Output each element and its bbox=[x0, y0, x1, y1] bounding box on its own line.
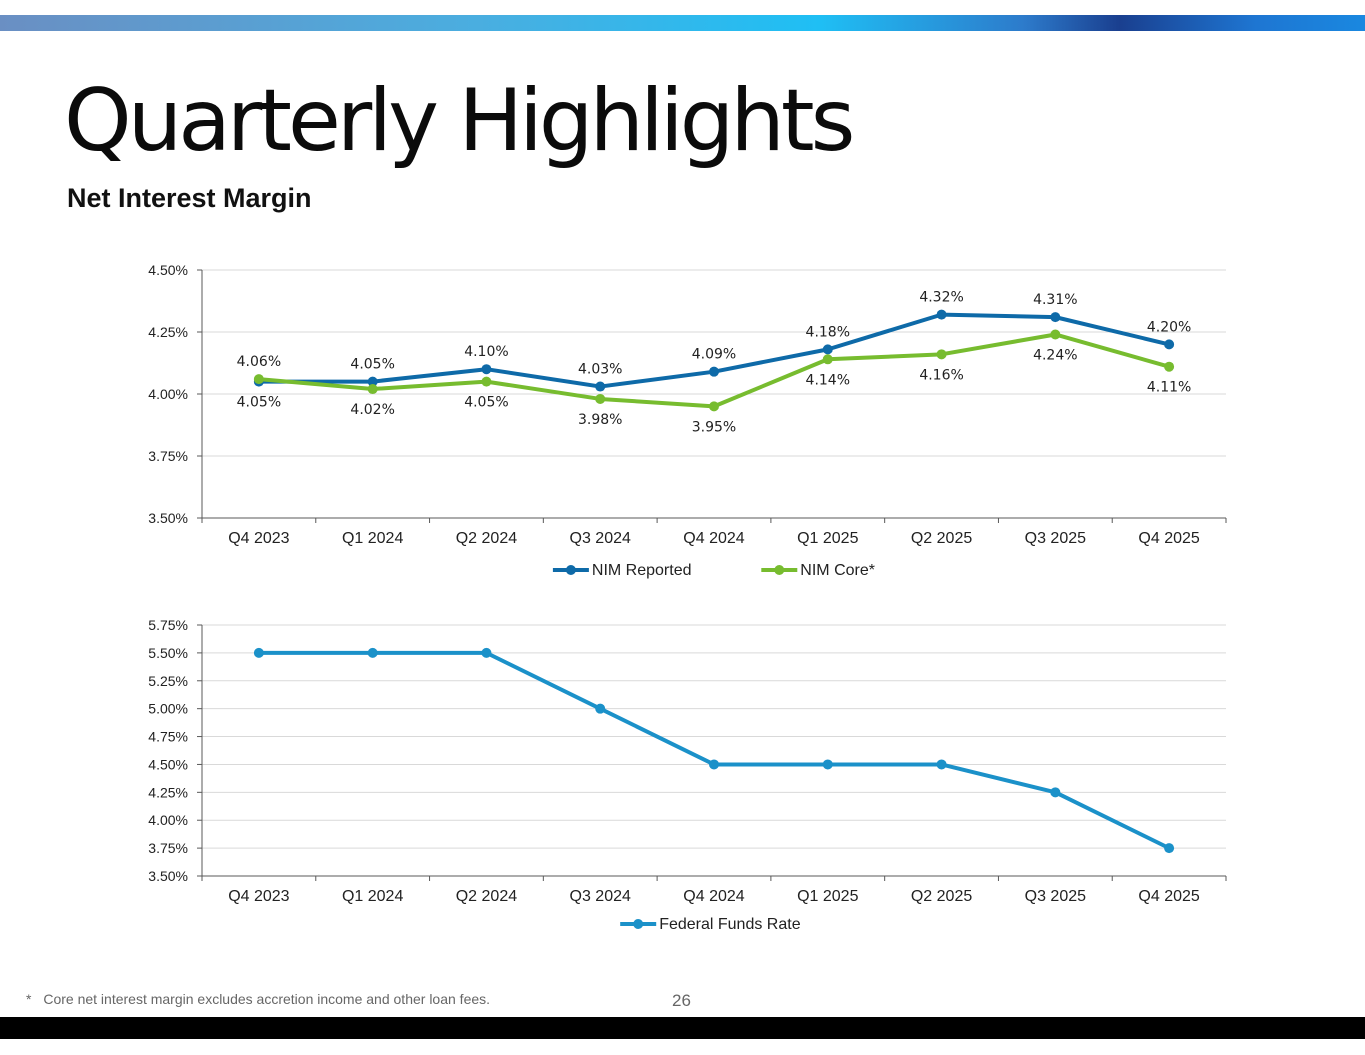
x-tick-label: Q4 2023 bbox=[228, 530, 289, 547]
federal-funds-rate-point bbox=[253, 647, 264, 658]
nim-core-point bbox=[709, 401, 719, 412]
y-tick-label: 5.00% bbox=[148, 701, 188, 717]
nim-reported-data-label: 4.20% bbox=[1147, 319, 1191, 335]
footnote-text: Core net interest margin excludes accret… bbox=[43, 991, 491, 1007]
bottom-black-bar bbox=[0, 1017, 1365, 1039]
nim-reported-data-label: 4.03% bbox=[578, 362, 622, 378]
nim-core-data-label: 4.05% bbox=[464, 395, 508, 411]
fed-funds-chart: 3.50% 3.75% 4.00% 4.25% 4.50% 4.75% 5.00% 5.25%… bbox=[148, 617, 1227, 933]
nim-core-point bbox=[367, 384, 378, 395]
x-tick-label: Q1 2025 bbox=[797, 530, 858, 547]
nim-reported-data-label: 4.05% bbox=[350, 357, 394, 373]
nim-core-data-label: 4.14% bbox=[806, 372, 850, 388]
x-tick-label: Q3 2025 bbox=[1025, 530, 1086, 547]
nim-reported-point bbox=[822, 344, 833, 355]
x-tick-label: Q3 2025 bbox=[1025, 888, 1086, 905]
top-gradient-bar bbox=[0, 15, 1365, 31]
federal-funds-rate-legend-label: Federal Funds Rate bbox=[659, 916, 801, 933]
nim-core-data-label: 3.98% bbox=[578, 412, 622, 428]
federal-funds-rate-point bbox=[595, 703, 606, 714]
x-tick-label: Q2 2024 bbox=[456, 530, 517, 547]
nim-reported-data-label: 4.05% bbox=[237, 395, 281, 411]
y-tick-label: 3.75% bbox=[148, 448, 188, 464]
y-tick-label: 4.75% bbox=[148, 729, 188, 745]
page-subtitle: Net Interest Margin bbox=[67, 183, 312, 213]
y-tick-label: 3.50% bbox=[148, 868, 188, 884]
nim-chart: 3.50% 3.75% 4.00% 4.25% 4.50% Q4 2023 Q1 2024 Q… bbox=[148, 262, 1227, 579]
y-tick-label: 4.25% bbox=[148, 324, 188, 340]
y-tick-label: 3.50% bbox=[148, 510, 188, 526]
nim-reported-point bbox=[709, 366, 719, 377]
nim-core-legend-marker bbox=[774, 565, 785, 575]
federal-funds-rate-point bbox=[481, 647, 492, 658]
federal-funds-rate-point bbox=[822, 759, 833, 770]
nim-core-point bbox=[1164, 361, 1175, 372]
footnote-marker: * bbox=[26, 991, 32, 1007]
federal-funds-rate-point bbox=[367, 647, 378, 658]
y-tick-label: 3.75% bbox=[148, 840, 188, 856]
nim-reported-point bbox=[1164, 339, 1175, 350]
nim-reported-data-label: 4.31% bbox=[1033, 292, 1077, 308]
nim-reported-point bbox=[481, 364, 492, 375]
y-tick-label: 5.50% bbox=[148, 645, 188, 661]
nim-core-data-label: 4.16% bbox=[919, 367, 963, 383]
federal-funds-rate-point bbox=[1050, 787, 1061, 798]
nim-core-point bbox=[936, 349, 947, 360]
page-number: 26 bbox=[672, 991, 691, 1010]
federal-funds-rate-point bbox=[1164, 843, 1175, 854]
nim-core-point bbox=[481, 376, 492, 387]
federal-funds-rate-line bbox=[258, 650, 1170, 850]
x-tick-label: Q1 2025 bbox=[797, 888, 858, 905]
nim-core-data-label: 3.95% bbox=[692, 419, 736, 435]
nim-core-legend-label: NIM Core* bbox=[800, 562, 875, 579]
x-tick-label: Q4 2023 bbox=[228, 888, 289, 905]
nim-reported-legend-label: NIM Reported bbox=[592, 562, 692, 579]
x-tick-label: Q2 2024 bbox=[456, 888, 517, 905]
x-tick-label: Q2 2025 bbox=[911, 530, 972, 547]
x-tick-label: Q2 2025 bbox=[911, 888, 972, 905]
federal-funds-rate-point bbox=[709, 759, 719, 770]
x-tick-label: Q4 2025 bbox=[1138, 530, 1199, 547]
x-tick-label: Q4 2025 bbox=[1138, 888, 1199, 905]
nim-core-point bbox=[253, 374, 264, 385]
nim-core-data-label: 4.24% bbox=[1033, 347, 1077, 363]
y-tick-label: 4.00% bbox=[148, 812, 188, 828]
nim-reported-point bbox=[1050, 312, 1061, 323]
nim-core-point bbox=[1050, 329, 1061, 340]
federal-funds-rate-point bbox=[936, 759, 947, 770]
nim-core-data-label: 4.06% bbox=[237, 354, 281, 370]
nim-reported-point bbox=[936, 309, 947, 320]
x-tick-label: Q1 2024 bbox=[342, 888, 403, 905]
footnote: * Core net interest margin excludes accr… bbox=[26, 991, 490, 1007]
nim-reported-data-label: 4.09% bbox=[692, 347, 736, 363]
nim-core-point bbox=[595, 393, 606, 404]
nim-reported-point bbox=[595, 381, 606, 392]
nim-core-point bbox=[822, 354, 833, 365]
nim-reported-data-label: 4.18% bbox=[806, 324, 850, 340]
nim-reported-point bbox=[367, 376, 378, 387]
federal-funds-rate-legend-marker bbox=[633, 919, 644, 929]
y-tick-label: 4.25% bbox=[148, 784, 188, 800]
y-tick-label: 4.00% bbox=[148, 386, 188, 402]
nim-core-data-label: 4.11% bbox=[1147, 380, 1191, 396]
nim-reported-data-label: 4.32% bbox=[919, 290, 963, 306]
x-tick-label: Q4 2024 bbox=[683, 888, 744, 905]
nim-reported-legend-marker bbox=[565, 565, 576, 575]
nim-core-data-label: 4.02% bbox=[350, 402, 394, 418]
nim-reported-data-label: 4.10% bbox=[464, 344, 508, 360]
x-tick-label: Q3 2024 bbox=[570, 888, 631, 905]
y-tick-label: 4.50% bbox=[148, 262, 188, 278]
x-tick-label: Q1 2024 bbox=[342, 530, 403, 547]
page-title: Quarterly Highlights bbox=[64, 71, 855, 171]
x-tick-label: Q4 2024 bbox=[683, 530, 744, 547]
y-tick-label: 5.75% bbox=[148, 617, 188, 633]
y-tick-label: 4.50% bbox=[148, 756, 188, 772]
x-tick-label: Q3 2024 bbox=[570, 530, 631, 547]
y-tick-label: 5.25% bbox=[148, 673, 188, 689]
